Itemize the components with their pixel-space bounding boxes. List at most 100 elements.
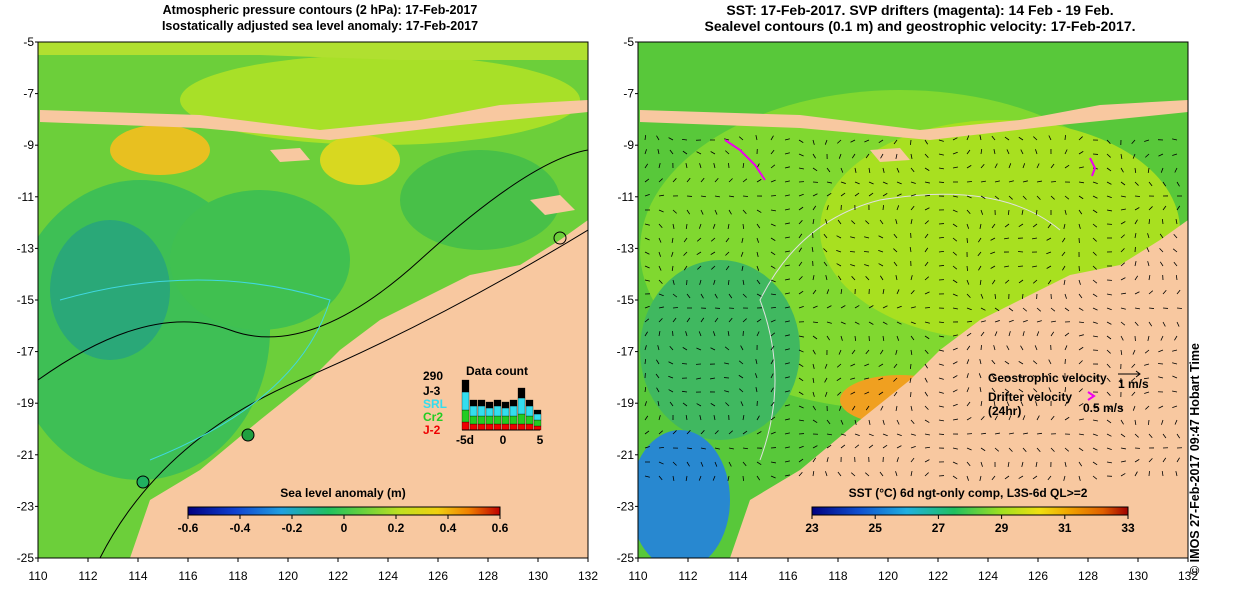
velocity-vector — [644, 237, 650, 241]
velocity-vector — [770, 461, 776, 464]
drifter-track-2 — [1089, 157, 1097, 177]
velocity-vector — [1022, 195, 1027, 200]
velocity-vector — [1106, 391, 1111, 396]
velocity-vector — [644, 475, 650, 478]
legend-geo-arrowhead — [1135, 370, 1141, 378]
velocity-vector — [1158, 376, 1164, 379]
velocity-vector — [741, 265, 744, 271]
velocity-vector — [991, 135, 996, 141]
velocity-vector — [1106, 405, 1111, 410]
velocity-vector — [682, 347, 688, 351]
velocity-vector — [852, 405, 856, 411]
velocity-vector — [924, 220, 929, 225]
velocity-vector — [825, 219, 828, 225]
velocity-vector — [938, 363, 944, 366]
velocity-vector — [1092, 209, 1098, 214]
velocity-vector — [994, 195, 1000, 200]
velocity-vector — [893, 233, 898, 239]
velocity-vector — [728, 447, 734, 450]
velocity-vector — [812, 205, 817, 211]
velocity-vector — [658, 265, 662, 271]
velocity-vector — [798, 377, 804, 382]
velocity-vector — [980, 320, 986, 323]
velocity-vector — [826, 419, 831, 425]
data-count-bar-segment — [493, 423, 502, 431]
data-count-bar-segment — [533, 425, 542, 431]
velocity-vector — [798, 391, 804, 395]
velocity-vector — [1134, 275, 1139, 281]
velocity-vector — [1022, 319, 1028, 323]
velocity-vector — [658, 251, 661, 257]
velocity-vector — [1078, 447, 1084, 452]
velocity-vector — [710, 251, 716, 255]
velocity-vector — [854, 335, 857, 342]
velocity-vector — [681, 138, 688, 141]
sst-colorbar-title: SST (°C) 6d ngt-only comp, L3S-6d QL>=2 — [849, 486, 1088, 500]
pressure-contour-1 — [38, 149, 588, 381]
velocity-vector — [710, 377, 716, 380]
velocity-vector — [1148, 218, 1151, 225]
velocity-vector — [1120, 377, 1122, 384]
velocity-vector — [1176, 433, 1181, 439]
sat-label-srl: SRL — [423, 397, 447, 411]
right-x-tick: 128 — [1078, 569, 1098, 583]
velocity-vector — [1035, 209, 1038, 215]
velocity-vector — [756, 237, 760, 243]
velocity-vector — [1032, 374, 1038, 379]
velocity-vector — [742, 430, 748, 435]
velocity-vector — [1032, 237, 1038, 240]
velocity-vector — [681, 390, 688, 393]
velocity-vector — [952, 151, 958, 155]
sst-colorbar-tick-label: 27 — [932, 521, 946, 535]
velocity-vector — [1078, 223, 1081, 229]
velocity-vector — [938, 139, 944, 142]
velocity-vector — [644, 178, 650, 183]
sst-colorbar-tick-label: 31 — [1058, 521, 1072, 535]
velocity-vector — [924, 459, 930, 463]
velocity-vector — [1004, 475, 1010, 480]
sla-north-band — [38, 42, 588, 60]
velocity-vector — [837, 391, 842, 396]
velocity-vector — [838, 349, 842, 355]
velocity-vector — [826, 167, 831, 173]
velocity-vector — [713, 279, 716, 285]
velocity-vector — [1120, 248, 1125, 253]
velocity-vector — [1046, 265, 1052, 269]
dc-tick-0: 0 — [500, 433, 507, 447]
sla-colorbar-tick-label: -0.6 — [178, 521, 199, 535]
velocity-vector — [882, 167, 885, 173]
velocity-vector — [966, 209, 971, 215]
velocity-vector — [1147, 335, 1150, 341]
velocity-vector — [672, 279, 675, 285]
velocity-vector — [1172, 138, 1178, 141]
velocity-vector — [924, 433, 930, 436]
velocity-vector — [672, 461, 677, 466]
velocity-vector — [864, 264, 870, 267]
velocity-vector — [700, 195, 707, 198]
velocity-vector — [836, 249, 842, 253]
data-count-bar-segment — [509, 415, 518, 425]
velocity-vector — [910, 433, 916, 436]
velocity-vector — [1078, 293, 1083, 299]
velocity-vector — [1120, 349, 1123, 356]
velocity-vector — [840, 305, 846, 309]
velocity-vector — [895, 405, 898, 411]
sla-colorbar-tick-label: 0.6 — [492, 521, 509, 535]
right-y-tick: -5 — [623, 35, 634, 49]
velocity-vector — [1047, 373, 1052, 379]
right-x-tick: 112 — [678, 569, 697, 583]
velocity-vector — [1036, 432, 1043, 435]
velocity-vector — [812, 275, 815, 281]
velocity-vector — [770, 319, 776, 323]
velocity-vector — [672, 293, 678, 298]
sla-low-core — [50, 220, 170, 360]
velocity-vector — [850, 377, 856, 380]
velocity-vector — [938, 405, 944, 408]
velocity-vector — [644, 194, 650, 197]
velocity-vector — [895, 275, 898, 281]
velocity-vector — [1018, 388, 1024, 393]
velocity-vector — [798, 335, 804, 338]
velocity-vector — [1020, 345, 1024, 351]
velocity-vector — [952, 447, 958, 450]
right-title-line1: SST: 17-Feb-2017. SVP drifters (magenta)… — [726, 2, 1114, 18]
